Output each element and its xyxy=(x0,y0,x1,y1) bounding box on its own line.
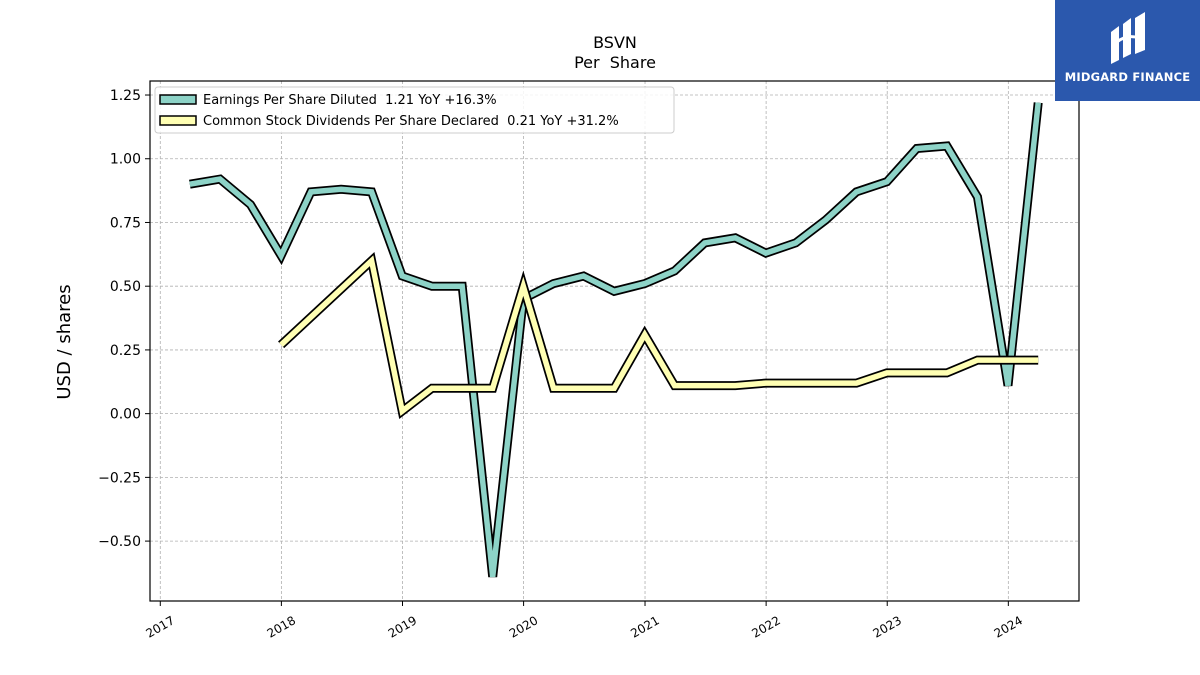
legend-swatch-dividends xyxy=(159,115,197,126)
x-tick-label: 2018 xyxy=(265,613,298,640)
y-tick-label: 0.75 xyxy=(110,215,141,231)
midgard-finance-logo: MIDGARD FINANCE xyxy=(1055,0,1200,101)
chart-title: BSVN xyxy=(593,33,637,52)
y-axis-label: USD / shares xyxy=(54,284,75,399)
legend: Earnings Per Share Diluted 1.21 YoY +16.… xyxy=(154,86,675,134)
y-tick-label: 0.00 xyxy=(110,407,141,423)
plot-frame xyxy=(149,80,1080,602)
y-tick-label: 0.25 xyxy=(110,343,141,359)
legend-label-dividends: Common Stock Dividends Per Share Declare… xyxy=(203,114,619,129)
x-tick-label: 2017 xyxy=(144,613,177,640)
series-line-eps xyxy=(189,102,1041,578)
x-tick-label: 2022 xyxy=(749,613,782,640)
y-tick-label: 1.00 xyxy=(110,152,141,168)
x-tick-label: 2019 xyxy=(386,613,419,640)
logo-mark-icon xyxy=(1110,12,1145,64)
x-tick-label: 2023 xyxy=(871,613,904,640)
y-tick-label: −0.50 xyxy=(98,534,141,550)
series-line-dividends xyxy=(279,255,1039,416)
y-tick-label: 0.50 xyxy=(110,279,141,295)
y-tick-label: 1.25 xyxy=(110,88,141,104)
x-tick-label: 2024 xyxy=(992,613,1025,640)
series-layer xyxy=(189,102,1043,578)
y-tick-label: −0.25 xyxy=(98,470,141,486)
legend-box xyxy=(154,86,675,134)
logo-text: MIDGARD FINANCE xyxy=(1064,70,1191,84)
series-outline-eps xyxy=(189,102,1043,578)
legend-label-eps: Earnings Per Share Diluted 1.21 YoY +16.… xyxy=(203,93,497,108)
series-outline-dividends xyxy=(278,251,1039,420)
chart-subtitle: Per Share xyxy=(574,53,656,72)
x-tick-label: 2020 xyxy=(507,613,540,640)
ticks: 1.25 1.00 0.75 0.50 0.25 0.00 −0.25 −0.50 2017 20… xyxy=(98,88,1025,641)
legend-swatch-eps xyxy=(159,94,197,105)
x-tick-label: 2021 xyxy=(628,613,661,640)
